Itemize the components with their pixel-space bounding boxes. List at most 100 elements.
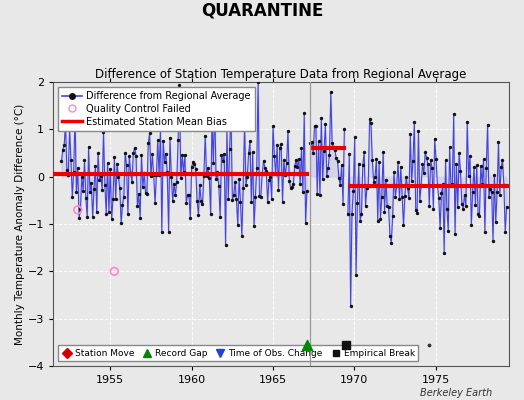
Point [317, 115, 325, 121]
Point [345, 151, 353, 158]
Point [107, 216, 116, 223]
Point [391, 194, 399, 200]
Point [494, 139, 503, 145]
Point [481, 228, 489, 235]
Point [398, 194, 406, 200]
Point [165, 229, 173, 235]
Point [444, 228, 452, 234]
Point [94, 150, 102, 156]
Point [106, 166, 114, 172]
Point [228, 197, 236, 203]
Point [487, 188, 496, 195]
Point [105, 209, 113, 215]
Point [287, 185, 295, 191]
Point [76, 206, 84, 212]
Point [325, 152, 334, 158]
Point [374, 218, 382, 224]
Point [308, 139, 316, 145]
Point [202, 172, 211, 179]
Point [379, 149, 387, 156]
Point [247, 199, 256, 205]
Point [303, 342, 311, 348]
Point [154, 137, 162, 144]
Point [112, 196, 120, 202]
Point [141, 190, 150, 196]
Point [428, 165, 436, 171]
Point [147, 173, 155, 180]
Point [336, 182, 344, 188]
Point [262, 168, 270, 174]
Point [273, 142, 281, 149]
Point [278, 198, 287, 205]
Point [385, 204, 393, 211]
Point [468, 188, 477, 195]
Point [130, 144, 139, 151]
Point [386, 232, 394, 239]
Point [306, 139, 314, 146]
Point [416, 198, 424, 204]
Point [424, 161, 432, 168]
Point [349, 188, 357, 194]
Point [300, 110, 309, 116]
Point [101, 182, 109, 188]
Point [66, 126, 74, 132]
Point [411, 206, 420, 213]
Point [496, 192, 504, 198]
Point [221, 242, 230, 248]
Point [441, 157, 450, 163]
Point [294, 156, 303, 162]
Point [266, 174, 275, 180]
Point [335, 175, 343, 182]
Point [57, 158, 66, 165]
Point [102, 210, 111, 217]
Point [410, 119, 419, 125]
Point [73, 207, 82, 213]
Point [191, 166, 200, 172]
Point [59, 146, 67, 153]
Point [201, 132, 210, 139]
Point [140, 170, 148, 176]
Point [182, 200, 190, 206]
Point [447, 183, 455, 190]
Point [216, 214, 224, 220]
Point [227, 108, 235, 115]
Point [492, 219, 500, 226]
Point [394, 159, 402, 166]
Text: QUARANTINE: QUARANTINE [201, 2, 323, 20]
Point [174, 137, 182, 144]
Point [459, 205, 467, 212]
Point [297, 145, 305, 152]
Point [64, 171, 72, 178]
Point [190, 161, 199, 167]
Point [482, 164, 490, 171]
Point [224, 196, 233, 202]
Point [381, 176, 390, 183]
Point [213, 169, 222, 176]
Point [342, 342, 351, 348]
Point [110, 154, 118, 161]
Point [425, 342, 433, 348]
Point [137, 152, 146, 158]
Point [339, 201, 347, 207]
Point [392, 183, 401, 189]
Point [303, 188, 311, 194]
Point [477, 163, 485, 169]
Point [230, 192, 238, 198]
Point [117, 220, 125, 226]
Point [185, 192, 193, 198]
Point [457, 200, 466, 207]
Point [422, 154, 431, 161]
Point [467, 222, 475, 228]
Point [119, 194, 128, 200]
Point [246, 138, 254, 144]
Point [299, 188, 307, 195]
Point [145, 130, 154, 136]
Point [71, 110, 79, 117]
Point [129, 149, 137, 156]
Point [371, 174, 379, 180]
Point [133, 203, 141, 210]
Point [332, 155, 341, 162]
Point [172, 178, 181, 185]
Point [259, 158, 268, 164]
Point [214, 182, 223, 189]
